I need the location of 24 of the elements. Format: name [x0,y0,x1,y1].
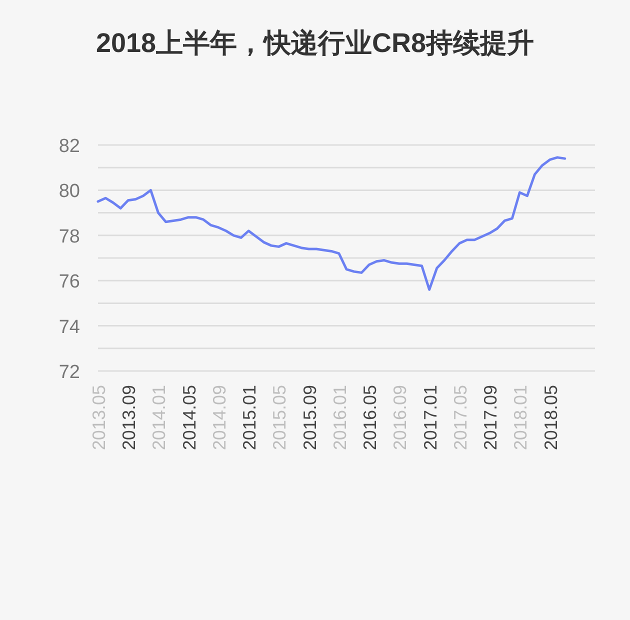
x-tick-label: 2015.01 [240,385,260,450]
x-tick-label: 2017.05 [450,385,470,450]
x-tick-label: 2016.01 [330,385,350,450]
y-tick-label: 80 [58,181,80,202]
y-tick-label: 72 [58,362,80,383]
x-tick-label: 2013.05 [89,385,109,450]
x-tick-label: 2014.09 [209,385,230,450]
y-tick-label: 82 [58,136,80,157]
x-tick-label: 2016.09 [390,385,410,450]
line-series [96,156,566,291]
x-tick-label: 2018.05 [540,385,561,450]
y-tick-label: 74 [58,316,80,338]
x-tick-label: 2013.09 [119,385,140,450]
y-tick-label: 78 [58,226,80,248]
x-tick-label: 2014.05 [179,385,200,450]
x-tick-label: 2017.01 [420,385,440,450]
x-tick-label: 2014.01 [149,385,170,450]
y-tick-label: 76 [58,272,80,293]
chart-title: 2018上半年，快递行业CR8持续提升 [96,28,534,58]
x-tick-label: 2018.01 [510,385,531,450]
x-tick-label: 2017.09 [480,385,501,450]
x-tick-label: 2016.05 [360,385,380,450]
x-tick-label: 2015.09 [300,385,320,450]
x-tick-label: 2015.05 [270,385,290,450]
